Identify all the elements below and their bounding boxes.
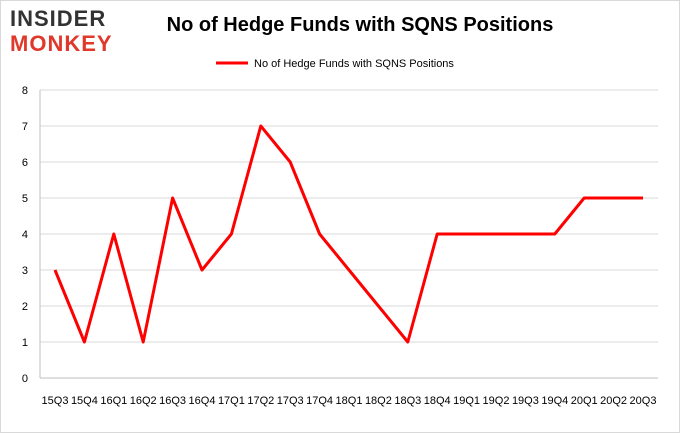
logo-line-1: INSIDER	[10, 6, 107, 31]
y-tick-label: 8	[22, 85, 28, 97]
y-tick-label: 2	[22, 301, 28, 313]
y-tick-label: 6	[22, 157, 28, 169]
x-tick-label: 19Q1	[453, 395, 480, 407]
insider-monkey-logo: INSIDER MONKEY	[10, 8, 126, 56]
x-tick-label: 15Q4	[71, 395, 98, 407]
x-tick-label: 16Q3	[159, 395, 186, 407]
x-tick-label: 16Q1	[100, 395, 127, 407]
y-tick-label: 1	[22, 337, 28, 349]
x-tick-label: 18Q3	[394, 395, 421, 407]
x-tick-label: 17Q2	[247, 395, 274, 407]
chart-title: No of Hedge Funds with SQNS Positions	[166, 14, 554, 36]
x-tick-label: 16Q4	[189, 395, 216, 407]
x-tick-label: 17Q4	[306, 395, 333, 407]
y-tick-label: 3	[22, 265, 28, 277]
x-tick-label: 18Q1	[336, 395, 363, 407]
x-tick-label: 15Q3	[42, 395, 69, 407]
x-tick-label: 20Q2	[600, 395, 627, 407]
x-tick-label: 19Q2	[483, 395, 510, 407]
x-tick-label: 20Q1	[571, 395, 598, 407]
x-tick-label: 19Q3	[512, 395, 539, 407]
x-tick-label: 19Q4	[541, 395, 568, 407]
y-tick-label: 0	[22, 373, 28, 385]
x-tick-label: 16Q2	[130, 395, 157, 407]
x-tick-label: 17Q1	[218, 395, 245, 407]
y-tick-label: 7	[22, 121, 28, 133]
legend-label: No of Hedge Funds with SQNS Positions	[254, 58, 454, 70]
x-tick-label: 18Q4	[424, 395, 451, 407]
y-tick-label: 5	[22, 193, 28, 205]
x-tick-label: 18Q2	[365, 395, 392, 407]
y-tick-label: 4	[22, 229, 28, 241]
logo-line-2: MONKEY	[10, 31, 113, 56]
x-tick-label: 17Q3	[277, 395, 304, 407]
x-tick-label: 20Q3	[630, 395, 657, 407]
